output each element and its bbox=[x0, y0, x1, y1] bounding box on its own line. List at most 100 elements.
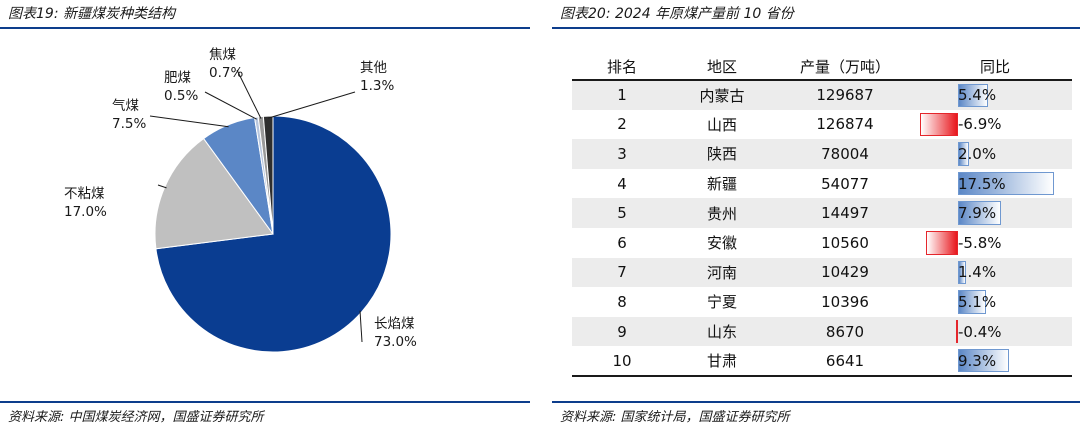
table-row: 10 甘肃 6641 9.3% bbox=[572, 346, 1072, 377]
rank-cell: 3 bbox=[572, 139, 672, 169]
table-row: 1 内蒙古 129687 5.4% bbox=[572, 80, 1072, 110]
region-cell: 陕西 bbox=[672, 139, 772, 169]
coal-output-figure: 图表20: 2024 年原煤产量前 10 省份 排名 地区 产量（万吨） 同比 … bbox=[552, 0, 1080, 428]
figure-source: 资料来源: 国家统计局，国盛证券研究所 bbox=[560, 410, 790, 425]
table-row: 3 陕西 78004 2.0% bbox=[572, 139, 1072, 169]
output-cell: 129687 bbox=[772, 80, 918, 110]
rank-cell: 9 bbox=[572, 316, 672, 347]
table-row: 9 山东 8670 -0.4% bbox=[572, 316, 1072, 347]
slice-category-label: 气煤 bbox=[112, 98, 139, 114]
yoy-value: 5.4% bbox=[958, 86, 997, 105]
region-cell: 安徽 bbox=[706, 234, 737, 253]
yoy-bar bbox=[955, 319, 958, 344]
leader-line bbox=[268, 91, 356, 119]
table-header-row: 排名 地区 产量（万吨） 同比 bbox=[572, 54, 1072, 81]
region-cell: 内蒙古 bbox=[672, 80, 772, 110]
yoy-cell: -6.9% bbox=[918, 110, 1072, 140]
column-header-rank: 排名 bbox=[572, 54, 672, 81]
region-cell: 河南 bbox=[672, 257, 772, 288]
slice-category-label: 长焰煤 bbox=[374, 316, 415, 332]
rank-cell: 10 bbox=[572, 346, 672, 377]
table-row: 8 宁夏 10396 5.1% bbox=[572, 287, 1072, 317]
slice-percent-label: 73.0% bbox=[374, 334, 417, 350]
yoy-value: -6.9% bbox=[958, 115, 1002, 134]
yoy-bar bbox=[958, 290, 987, 314]
source-rule bbox=[552, 401, 1080, 403]
source-rule bbox=[0, 401, 530, 403]
yoy-cell: 9.3% bbox=[918, 346, 1072, 377]
yoy-cell: 5.1% bbox=[918, 287, 1072, 317]
title-rule bbox=[0, 27, 530, 29]
slice-percent-label: 0.7% bbox=[209, 65, 243, 81]
rank-cell: 7 bbox=[572, 257, 672, 288]
figure-title: 图表19: 新疆煤炭种类结构 bbox=[8, 6, 175, 22]
region-cell: 宁夏 bbox=[706, 293, 737, 312]
rank-cell: 4 bbox=[617, 174, 627, 193]
table-row: 5 贵州 14497 7.9% bbox=[572, 198, 1072, 228]
slice-percent-label: 7.5% bbox=[112, 116, 146, 132]
slice-category-label: 其他 bbox=[360, 60, 387, 76]
slice-category-label: 肥煤 bbox=[164, 70, 191, 86]
yoy-cell: 5.4% bbox=[918, 80, 1072, 110]
column-header-region: 地区 bbox=[672, 54, 772, 81]
pie-chart: 长焰煤 73.0% 不粘煤 17.0% 气煤 7.5% 肥煤 0.5% 焦煤 0.7% 其他 1.3% bbox=[64, 47, 417, 353]
output-cell: 8670 bbox=[772, 316, 918, 347]
yoy-cell: -5.8% bbox=[918, 228, 1072, 258]
leader-line bbox=[204, 91, 257, 120]
yoy-bar bbox=[958, 171, 1055, 196]
output-cell: 126874 bbox=[816, 115, 874, 134]
pie-slice bbox=[262, 115, 274, 235]
table-row: 2 山西 126874 -6.9% bbox=[572, 110, 1072, 140]
region-cell: 山西 bbox=[706, 115, 737, 134]
figure-title: 图表20: 2024 年原煤产量前 10 省份 bbox=[560, 6, 794, 22]
rank-cell: 5 bbox=[572, 198, 672, 228]
yoy-bar bbox=[958, 349, 1010, 372]
yoy-bar bbox=[920, 112, 958, 137]
rank-cell: 2 bbox=[617, 115, 627, 134]
region-cell: 甘肃 bbox=[672, 346, 772, 377]
output-cell: 54077 bbox=[821, 174, 869, 193]
rank-cell: 1 bbox=[572, 80, 672, 110]
region-cell: 贵州 bbox=[672, 198, 772, 228]
table-row: 4 新疆 54077 17.5% bbox=[572, 169, 1072, 199]
output-cell: 10396 bbox=[821, 292, 869, 311]
table-row: 6 安徽 10560 -5.8% bbox=[572, 228, 1072, 258]
leader-line bbox=[149, 115, 229, 128]
output-cell: 14497 bbox=[772, 198, 918, 228]
yoy-value: 5.1% bbox=[958, 292, 997, 311]
leader-line bbox=[359, 310, 363, 343]
output-cell: 10429 bbox=[772, 257, 918, 288]
yoy-cell: 2.0% bbox=[918, 139, 1072, 169]
yoy-cell: 7.9% bbox=[918, 198, 1072, 228]
coal-type-figure: 图表19: 新疆煤炭种类结构 长焰煤 73.0% 不粘煤 17.0% 气煤 7.5% 肥煤 0… bbox=[0, 0, 530, 428]
yoy-value: 17.5% bbox=[958, 174, 1006, 193]
yoy-value: -0.4% bbox=[958, 322, 1002, 341]
yoy-value: 1.4% bbox=[958, 263, 997, 282]
figure-source: 资料来源: 中国煤炭经济网，国盛证券研究所 bbox=[8, 410, 264, 425]
yoy-value: 2.0% bbox=[958, 144, 997, 163]
table-body: 1 内蒙古 129687 5.4% 2 山西 126874 -6.9% 3 陕西 78004 2.0%… bbox=[572, 80, 1072, 377]
slice-category-label: 不粘煤 bbox=[64, 186, 105, 202]
region-cell: 新疆 bbox=[706, 175, 737, 194]
yoy-value: -5.8% bbox=[958, 233, 1002, 252]
yoy-bar bbox=[958, 142, 969, 166]
slice-percent-label: 0.5% bbox=[164, 88, 198, 104]
yoy-bar bbox=[958, 84, 988, 107]
yoy-cell: 17.5% bbox=[918, 169, 1072, 199]
region-cell: 山东 bbox=[672, 316, 772, 347]
leader-line bbox=[236, 69, 262, 119]
slice-percent-label: 17.0% bbox=[64, 204, 107, 220]
output-cell: 78004 bbox=[772, 139, 918, 169]
yoy-value: 7.9% bbox=[958, 204, 997, 223]
rank-cell: 6 bbox=[617, 233, 627, 252]
slice-category-label: 焦煤 bbox=[209, 47, 236, 63]
leader-line bbox=[157, 184, 167, 189]
output-cell: 6641 bbox=[772, 346, 918, 377]
column-header-output: 产量（万吨） bbox=[772, 54, 918, 81]
table-row: 7 河南 10429 1.4% bbox=[572, 257, 1072, 288]
slice-percent-label: 1.3% bbox=[360, 78, 394, 94]
yoy-value: 9.3% bbox=[958, 351, 997, 370]
production-table: 排名 地区 产量（万吨） 同比 1 内蒙古 129687 5.4% 2 山西 126874 -… bbox=[572, 54, 1072, 377]
title-rule bbox=[552, 27, 1080, 29]
column-header-yoy: 同比 bbox=[918, 54, 1072, 81]
